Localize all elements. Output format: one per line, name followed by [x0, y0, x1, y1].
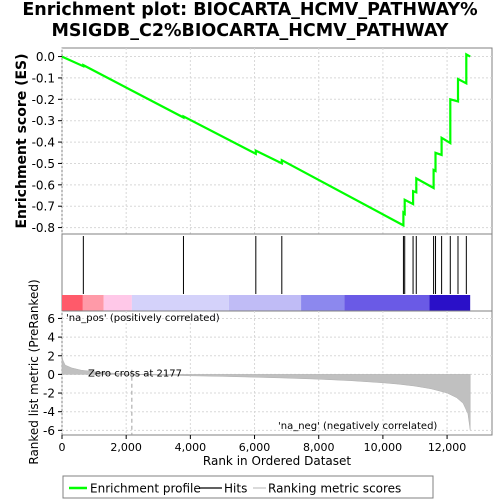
- heat-bar-segment: [131, 295, 229, 311]
- metric-y-axis-label: Ranked list metric (PreRanked): [27, 279, 41, 464]
- es-y-axis-label: Enrichment score (ES): [14, 53, 30, 228]
- es-y-tick-label: -0.6: [32, 178, 55, 192]
- metric-y-tick-label: -4: [43, 405, 55, 419]
- heat-bar-segment: [429, 295, 471, 311]
- page-title: Enrichment plot: BIOCARTA_HCMV_PATHWAY% …: [0, 0, 500, 42]
- es-y-tick-label: -0.3: [32, 114, 55, 128]
- ranked-list-heat-bar: [62, 295, 471, 311]
- metric-x-tick-label: 0: [59, 441, 66, 454]
- metric-x-tick-label: 12,000: [428, 441, 467, 454]
- heat-bar-segment: [344, 295, 430, 311]
- heat-bar-segment: [228, 295, 302, 311]
- heat-bar-segment: [103, 295, 132, 311]
- metric-y-tick-label: -2: [43, 387, 55, 401]
- es-y-tick-label: -0.7: [32, 200, 55, 214]
- es-y-tick-label: -0.4: [32, 136, 55, 150]
- legend: Enrichment profile Hits Ranking metric s…: [62, 475, 434, 499]
- es-plot-frame: [61, 47, 493, 235]
- heat-bar-segment: [62, 295, 83, 311]
- negative-correlation-label: 'na_neg' (negatively correlated): [278, 421, 437, 432]
- es-y-tick-label: 0.0: [36, 50, 55, 64]
- metric-plot-frame: [61, 310, 493, 436]
- metric-y-tick-label: 4: [47, 331, 55, 345]
- metric-x-axis: 0 2,000 4,000 6,000 8,000 10,000 12,000: [59, 435, 467, 454]
- legend-label-hits: Hits: [224, 482, 247, 496]
- heat-bar-segment: [301, 295, 345, 311]
- zero-cross-label: Zero cross at 2177: [88, 368, 182, 379]
- metric-y-tick-label: 2: [47, 349, 55, 363]
- ranked-list-metric-panel: 6 4 2 0 -2 -4 -6 0 2,000 4,000 6,000 8,000 10,000 12…: [27, 279, 493, 468]
- legend-box: [62, 475, 434, 499]
- heat-bar-segment: [82, 295, 104, 311]
- es-y-axis: 0.0 -0.1 -0.2 -0.3 -0.4 -0.5 -0.6 -0.7 -0.8: [32, 50, 62, 235]
- metric-y-tick-label: 6: [47, 312, 55, 326]
- enrichment-profile-line: [61, 52, 471, 228]
- metric-y-tick-label: 0: [47, 368, 55, 382]
- title-line-1: Enrichment plot: BIOCARTA_HCMV_PATHWAY%: [22, 0, 478, 20]
- enrichment-score-panel: 0.0 -0.1 -0.2 -0.3 -0.4 -0.5 -0.6 -0.7 -0.8 Enri…: [14, 47, 493, 235]
- es-y-tick-label: -0.8: [32, 221, 55, 235]
- metric-x-tick-label: 2,000: [110, 441, 142, 454]
- es-y-tick-label: -0.1: [32, 71, 55, 85]
- positive-correlation-label: 'na_pos' (positively correlated): [66, 313, 220, 324]
- metric-x-tick-label: 8,000: [303, 441, 335, 454]
- metric-y-tick-label: -6: [43, 424, 55, 438]
- metric-x-axis-label: Rank in Ordered Dataset: [203, 454, 351, 468]
- metric-x-tick-label: 10,000: [364, 441, 403, 454]
- legend-label-ranking-metric: Ranking metric scores: [268, 482, 401, 496]
- title-line-2: MSIGDB_C2%BIOCARTA_HCMV_PATHWAY: [51, 21, 449, 41]
- hit-lines: [82, 236, 467, 294]
- hits-panel: [61, 233, 493, 312]
- es-y-tick-label: -0.2: [32, 93, 55, 107]
- metric-x-tick-label: 6,000: [239, 441, 271, 454]
- es-y-tick-label: -0.5: [32, 157, 55, 171]
- metric-x-tick-label: 4,000: [175, 441, 207, 454]
- ranking-metric-area: [61, 355, 471, 431]
- legend-label-enrichment-profile: Enrichment profile: [90, 482, 201, 496]
- metric-y-axis: 6 4 2 0 -2 -4 -6: [43, 312, 62, 438]
